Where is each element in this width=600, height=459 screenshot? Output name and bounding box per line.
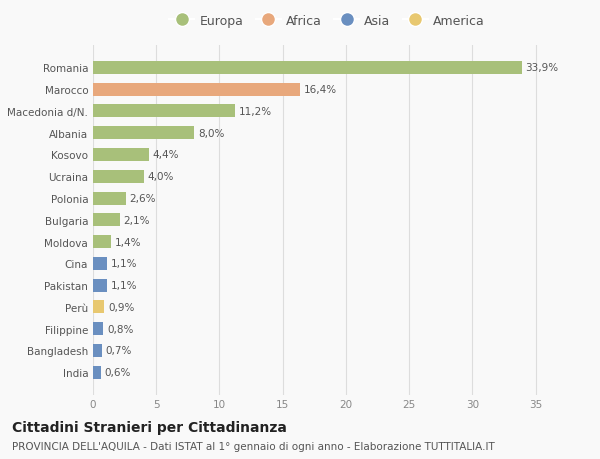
Text: 0,9%: 0,9% bbox=[108, 302, 134, 312]
Text: 2,1%: 2,1% bbox=[124, 215, 150, 225]
Text: 0,7%: 0,7% bbox=[106, 346, 132, 356]
Text: 0,6%: 0,6% bbox=[104, 367, 131, 377]
Bar bbox=[93, 344, 102, 357]
Text: 16,4%: 16,4% bbox=[304, 85, 337, 95]
Text: 4,0%: 4,0% bbox=[148, 172, 174, 182]
Bar bbox=[93, 235, 111, 249]
Text: 1,1%: 1,1% bbox=[111, 280, 137, 291]
Bar bbox=[93, 322, 103, 336]
Bar bbox=[93, 62, 522, 75]
Legend: Europa, Africa, Asia, America: Europa, Africa, Asia, America bbox=[164, 10, 490, 33]
Text: 33,9%: 33,9% bbox=[526, 63, 559, 73]
Text: 2,6%: 2,6% bbox=[130, 194, 156, 204]
Bar bbox=[93, 84, 301, 96]
Bar bbox=[93, 301, 104, 313]
Text: 11,2%: 11,2% bbox=[238, 107, 272, 117]
Bar bbox=[93, 366, 101, 379]
Text: 1,1%: 1,1% bbox=[111, 259, 137, 269]
Bar bbox=[93, 192, 126, 205]
Bar bbox=[93, 170, 143, 184]
Text: 0,8%: 0,8% bbox=[107, 324, 133, 334]
Bar bbox=[93, 127, 194, 140]
Text: Cittadini Stranieri per Cittadinanza: Cittadini Stranieri per Cittadinanza bbox=[12, 420, 287, 434]
Bar bbox=[93, 105, 235, 118]
Text: 4,4%: 4,4% bbox=[152, 150, 179, 160]
Bar bbox=[93, 279, 107, 292]
Bar bbox=[93, 149, 149, 162]
Bar bbox=[93, 214, 119, 227]
Text: PROVINCIA DELL'AQUILA - Dati ISTAT al 1° gennaio di ogni anno - Elaborazione TUT: PROVINCIA DELL'AQUILA - Dati ISTAT al 1°… bbox=[12, 441, 495, 451]
Bar bbox=[93, 257, 107, 270]
Text: 1,4%: 1,4% bbox=[115, 237, 141, 247]
Text: 8,0%: 8,0% bbox=[198, 129, 224, 139]
